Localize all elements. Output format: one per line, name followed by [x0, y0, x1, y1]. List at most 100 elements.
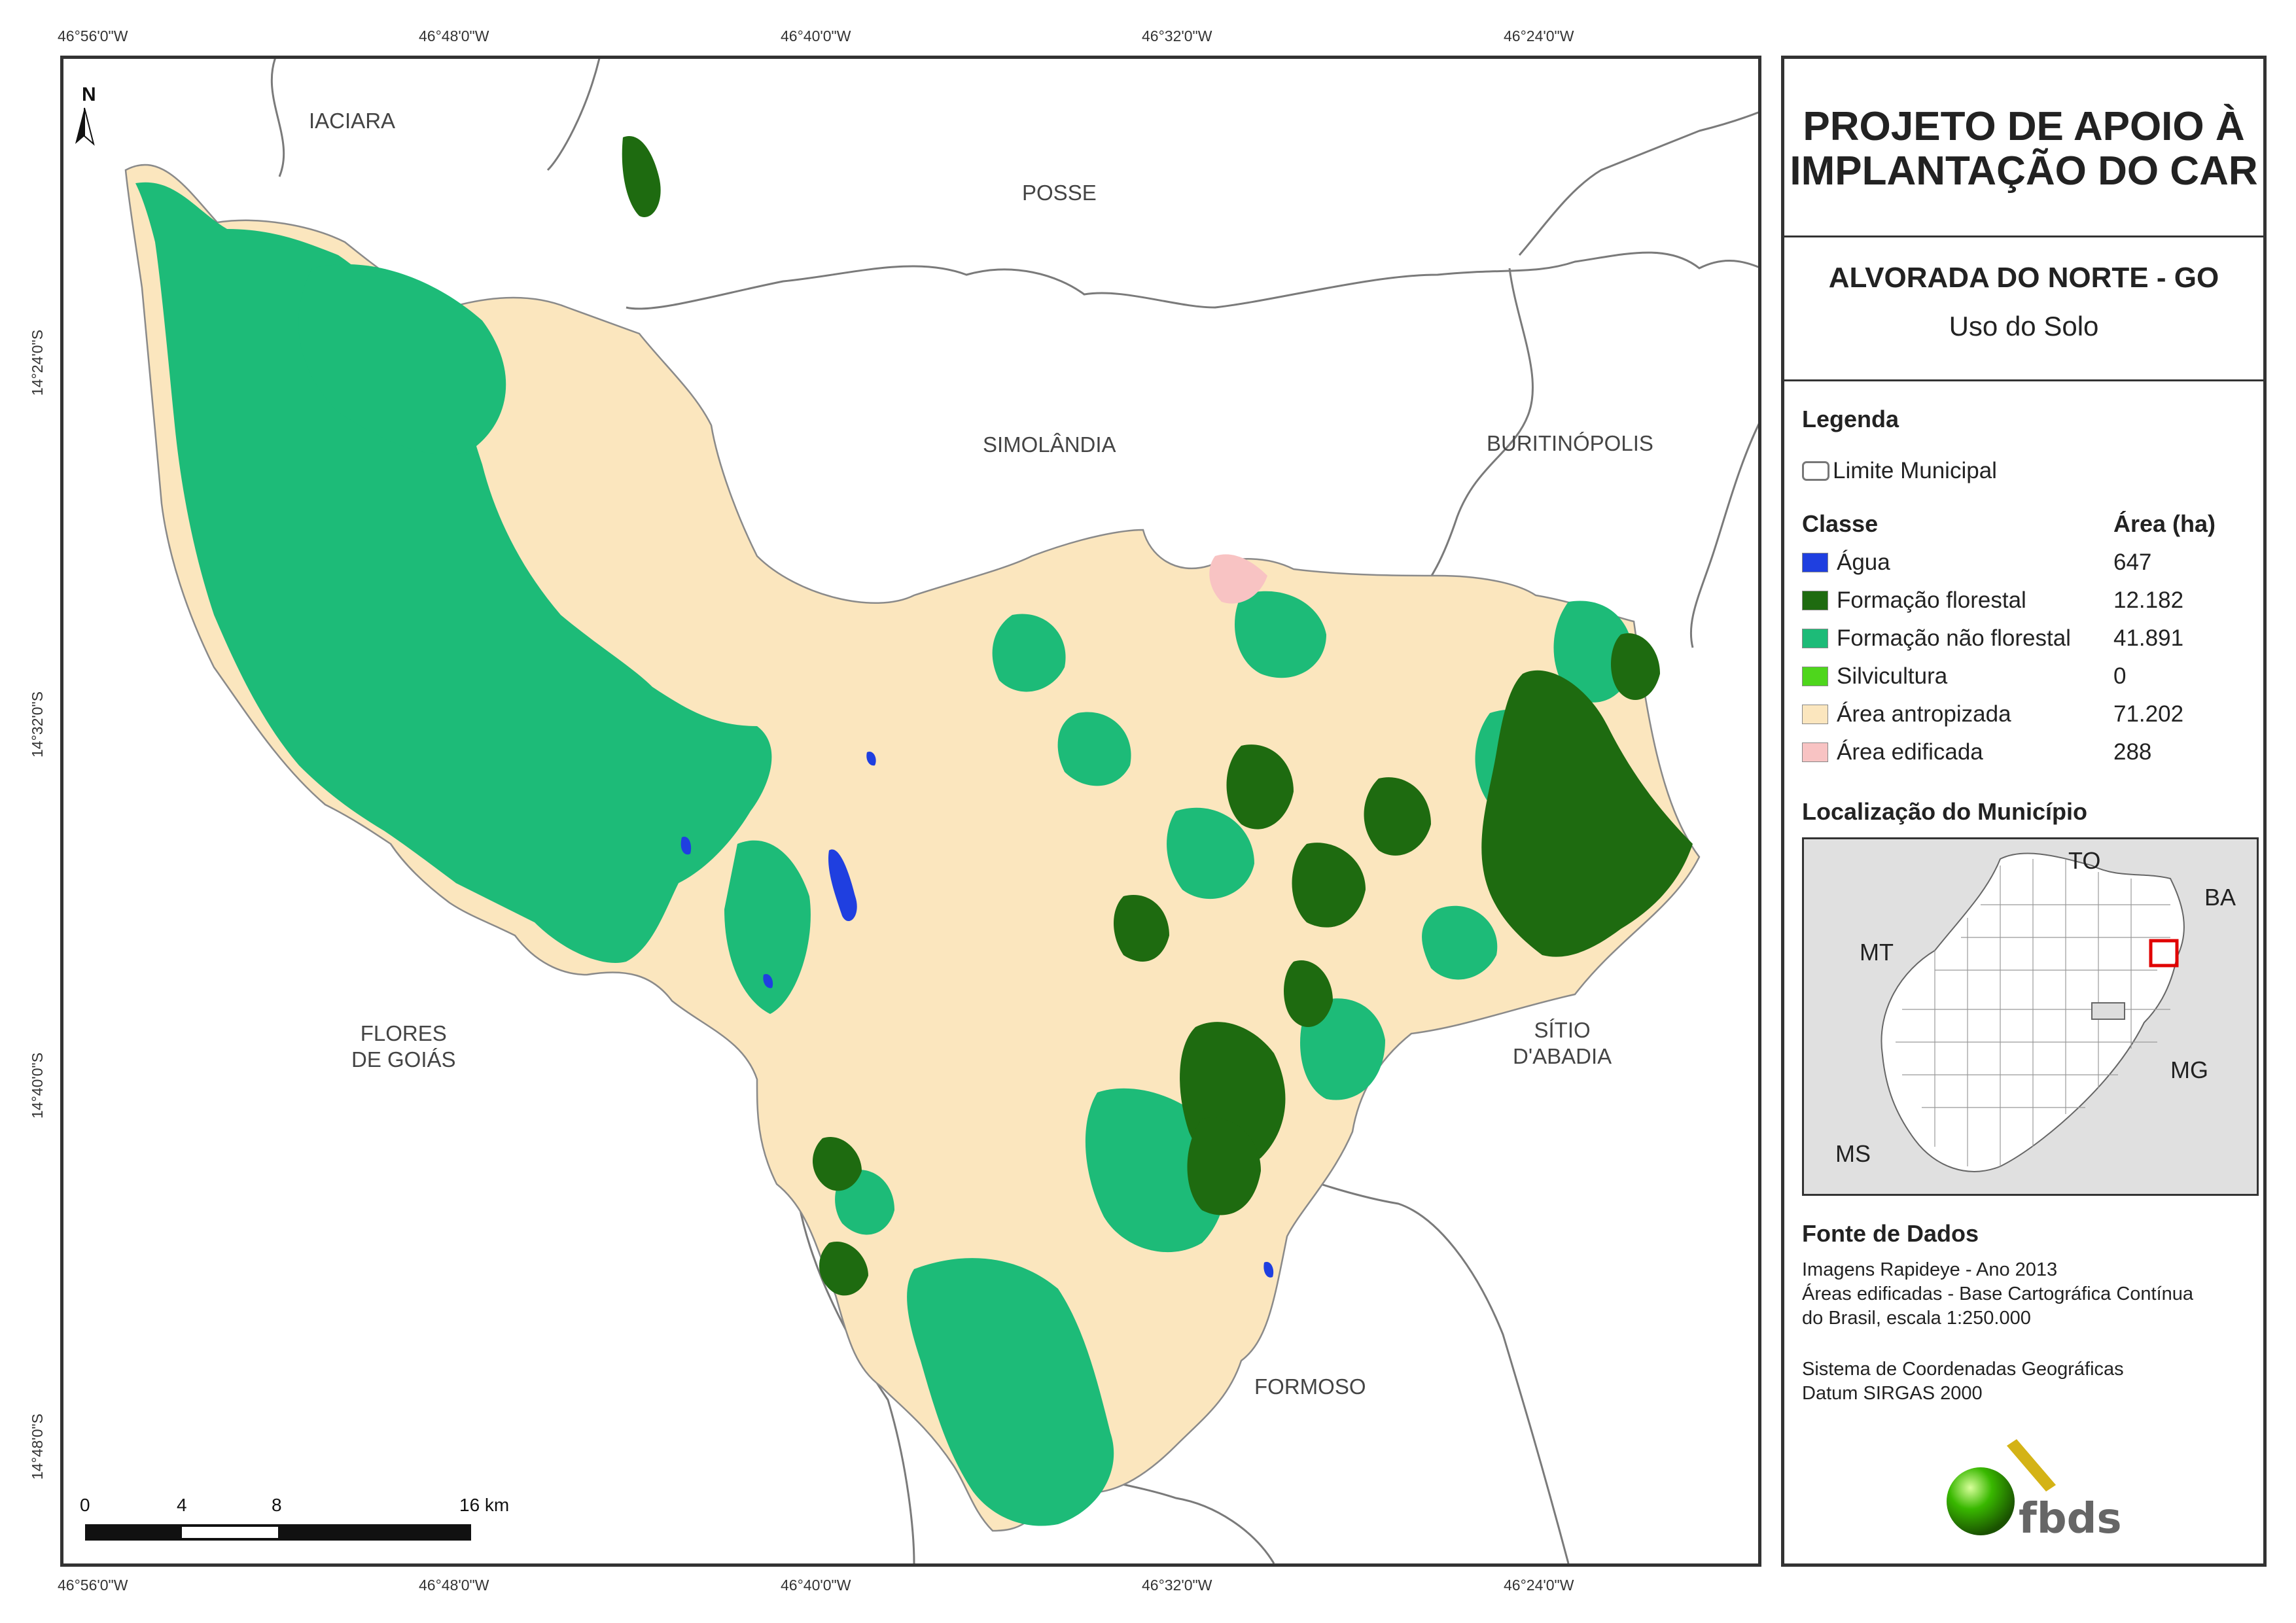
inset-label-ms: MS [1835, 1140, 1871, 1167]
scale-label-4: 4 [177, 1495, 187, 1515]
top-tick-1: 46°56'0"W [58, 27, 128, 44]
label-flores-de-goias: FLORES DE GOIÁS [351, 1021, 456, 1073]
swatch-area-antropizada [1802, 705, 1828, 724]
scale-bar-white-segment [182, 1527, 278, 1538]
class-area-agua: 647 [2113, 550, 2152, 575]
inset-label-ba: BA [2204, 884, 2236, 911]
label-flores-line2: DE GOIÁS [351, 1047, 456, 1072]
boundary-buritinopolis-north [1518, 111, 1758, 256]
boundary-posse-west [546, 59, 601, 171]
bottom-tick-4: 46°32'0"W [1142, 1577, 1212, 1594]
location-heading: Localização do Município [1802, 798, 2088, 825]
area-heading: Área (ha) [2113, 510, 2216, 537]
project-title: PROJETO DE APOIO À IMPLANTAÇÃO DO CAR [1784, 105, 2263, 194]
label-buritinopolis: BURITINÓPOLIS [1487, 431, 1653, 455]
area-edificada [1209, 554, 1267, 604]
boundary-buritinopolis-east [1689, 423, 1758, 648]
separator-2 [1784, 379, 2263, 381]
swatch-area-edificada [1802, 742, 1828, 762]
class-name-area-edificada: Área edificada [1837, 739, 1983, 765]
label-flores-line1: FLORES [360, 1021, 447, 1045]
left-tick-1: 14°24'0"S [29, 329, 46, 396]
left-tick-4: 14°48'0"S [29, 1413, 46, 1480]
bottom-tick-3: 46°40'0"W [781, 1577, 851, 1594]
project-title-line2: IMPLANTAÇÃO DO CAR [1790, 148, 2258, 194]
crs-line-2: Datum SIRGAS 2000 [1802, 1383, 1983, 1404]
label-sitio-dabadia: SÍTIO D'ABADIA [1513, 1017, 1612, 1070]
agua [680, 752, 1274, 1278]
separator-1 [1784, 236, 2263, 237]
class-area-silvicultura: 0 [2113, 663, 2127, 689]
limite-municipal-label: Limite Municipal [1833, 458, 1997, 483]
project-title-line1: PROJETO DE APOIO À [1803, 104, 2245, 149]
scale-label-16: 16 km [459, 1495, 510, 1515]
boundary-simolandia-buritinopolis [1410, 268, 1534, 603]
top-tick-2: 46°48'0"W [419, 27, 489, 44]
fbds-logo: fbds [1941, 1439, 2151, 1543]
formacao-nao-florestal [135, 182, 1634, 1526]
label-posse: POSSE [1022, 181, 1097, 205]
boundary-posse-simolandia [626, 251, 1758, 310]
crs-line-1: Sistema de Coordenadas Geográficas [1802, 1359, 2124, 1380]
boundary-formoso-east [1280, 1170, 1570, 1563]
swatch-formacao-nao-florestal [1802, 629, 1828, 648]
municipality-title: ALVORADA DO NORTE - GO [1828, 262, 2219, 294]
top-tick-3: 46°40'0"W [781, 27, 851, 44]
label-formoso: FORMOSO [1254, 1374, 1366, 1399]
class-name-agua: Água [1837, 550, 1890, 575]
source-line-2: Áreas edificadas - Base Cartográfica Con… [1802, 1283, 2194, 1304]
class-heading: Classe [1802, 510, 1879, 537]
top-tick-5: 46°24'0"W [1504, 27, 1574, 44]
legend-panel: PROJETO DE APOIO À IMPLANTAÇÃO DO CAR AL… [1781, 56, 2267, 1567]
bottom-tick-2: 46°48'0"W [419, 1577, 489, 1594]
source-line-1: Imagens Rapideye - Ano 2013 [1802, 1259, 2058, 1280]
formacao-florestal [622, 136, 1693, 1296]
inset-label-mt: MT [1860, 939, 1894, 966]
class-name-silvicultura: Silvicultura [1837, 663, 1948, 689]
class-name-formacao-nao-florestal: Formação não florestal [1837, 625, 2071, 651]
swatch-agua [1802, 553, 1828, 572]
land-use-map [75, 59, 1758, 1563]
source-line-3: do Brasil, escala 1:250.000 [1802, 1308, 2031, 1329]
label-iaciara: IACIARA [309, 109, 396, 133]
north-arrow-icon [75, 107, 95, 146]
crs-text: Sistema de Coordenadas Geográficas Datum… [1802, 1357, 2124, 1406]
class-area-formacao-florestal: 12.182 [2113, 587, 2184, 613]
label-sitio-line2: D'ABADIA [1513, 1044, 1612, 1068]
limite-municipal-swatch [1802, 461, 1829, 481]
left-tick-2: 14°32'0"S [29, 691, 46, 758]
inset-municipal-grid [1896, 859, 2170, 1166]
class-area-area-antropizada: 71.202 [2113, 701, 2184, 727]
bottom-tick-5: 46°24'0"W [1504, 1577, 1574, 1594]
map-frame[interactable]: N IACIARA POSSE SIMOLÂNDIA BURITINÓPOLIS… [60, 56, 1761, 1567]
fbds-logo-text: fbds [2019, 1495, 2122, 1543]
left-tick-3: 14°40'0"S [29, 1052, 46, 1119]
inset-label-mg: MG [2170, 1056, 2208, 1083]
class-area-area-edificada: 288 [2113, 739, 2152, 765]
scale-label-8: 8 [272, 1495, 282, 1515]
scale-bar-outline [85, 1524, 471, 1541]
class-name-area-antropizada: Área antropizada [1837, 701, 2011, 727]
inset-map-svg [1881, 852, 2185, 1172]
sources-text: Imagens Rapideye - Ano 2013 Áreas edific… [1802, 1258, 2193, 1331]
location-inset-map: TO BA MT MG MS [1802, 837, 2259, 1196]
swatch-silvicultura [1802, 667, 1828, 686]
map-subtitle: Uso do Solo [1949, 311, 2099, 341]
class-name-formacao-florestal: Formação florestal [1837, 587, 2026, 613]
bottom-tick-1: 46°56'0"W [58, 1577, 128, 1594]
federal-district-shape [2091, 1002, 2125, 1020]
inset-label-to: TO [2068, 847, 2101, 874]
sources-heading: Fonte de Dados [1802, 1220, 1979, 1247]
class-area-formacao-nao-florestal: 41.891 [2113, 625, 2184, 651]
top-tick-4: 46°32'0"W [1142, 27, 1212, 44]
legend-heading: Legenda [1802, 406, 1899, 432]
municipality-location-marker [2149, 939, 2179, 968]
boundary-iaciara [270, 59, 285, 177]
label-simolandia: SIMOLÂNDIA [983, 432, 1116, 457]
area-antropizada [124, 164, 1701, 1532]
scale-label-0: 0 [80, 1495, 90, 1515]
label-sitio-line1: SÍTIO [1534, 1018, 1591, 1042]
fbds-logo-icon [1947, 1439, 2056, 1535]
swatch-formacao-florestal [1802, 591, 1828, 610]
north-label: N [82, 84, 96, 105]
